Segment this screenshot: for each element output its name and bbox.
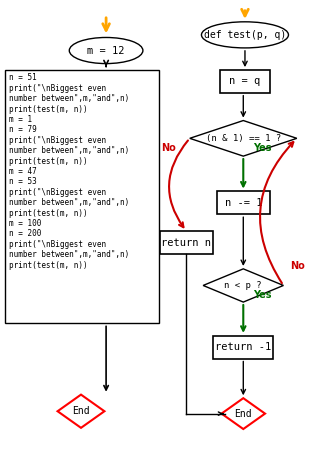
Text: n < p ?: n < p ? xyxy=(224,281,262,290)
Polygon shape xyxy=(203,269,284,302)
Polygon shape xyxy=(221,398,265,429)
Text: End: End xyxy=(235,408,252,418)
Text: (n & 1) == 1 ?: (n & 1) == 1 ? xyxy=(206,134,281,143)
FancyBboxPatch shape xyxy=(213,336,274,358)
Text: n -= 1: n -= 1 xyxy=(224,198,262,208)
FancyBboxPatch shape xyxy=(160,231,213,254)
FancyBboxPatch shape xyxy=(5,69,159,323)
Text: def test(p, q): def test(p, q) xyxy=(204,30,286,40)
Ellipse shape xyxy=(69,38,143,64)
Text: return -1: return -1 xyxy=(215,342,271,352)
FancyBboxPatch shape xyxy=(220,70,270,93)
Text: n = 51
print("\nBiggest even
number between",m,"and",n)
print(test(m, n))
m = 1
: n = 51 print("\nBiggest even number betw… xyxy=(9,73,129,269)
Text: m = 12: m = 12 xyxy=(87,46,125,56)
Text: No: No xyxy=(162,143,176,153)
Ellipse shape xyxy=(202,22,289,48)
FancyBboxPatch shape xyxy=(216,191,270,214)
Text: Yes: Yes xyxy=(253,290,272,300)
Polygon shape xyxy=(57,395,104,428)
Text: return n: return n xyxy=(161,238,211,248)
Polygon shape xyxy=(190,120,297,156)
Text: End: End xyxy=(72,406,90,416)
Text: Yes: Yes xyxy=(253,143,272,153)
Text: n = q: n = q xyxy=(229,76,261,86)
Text: No: No xyxy=(290,261,305,271)
